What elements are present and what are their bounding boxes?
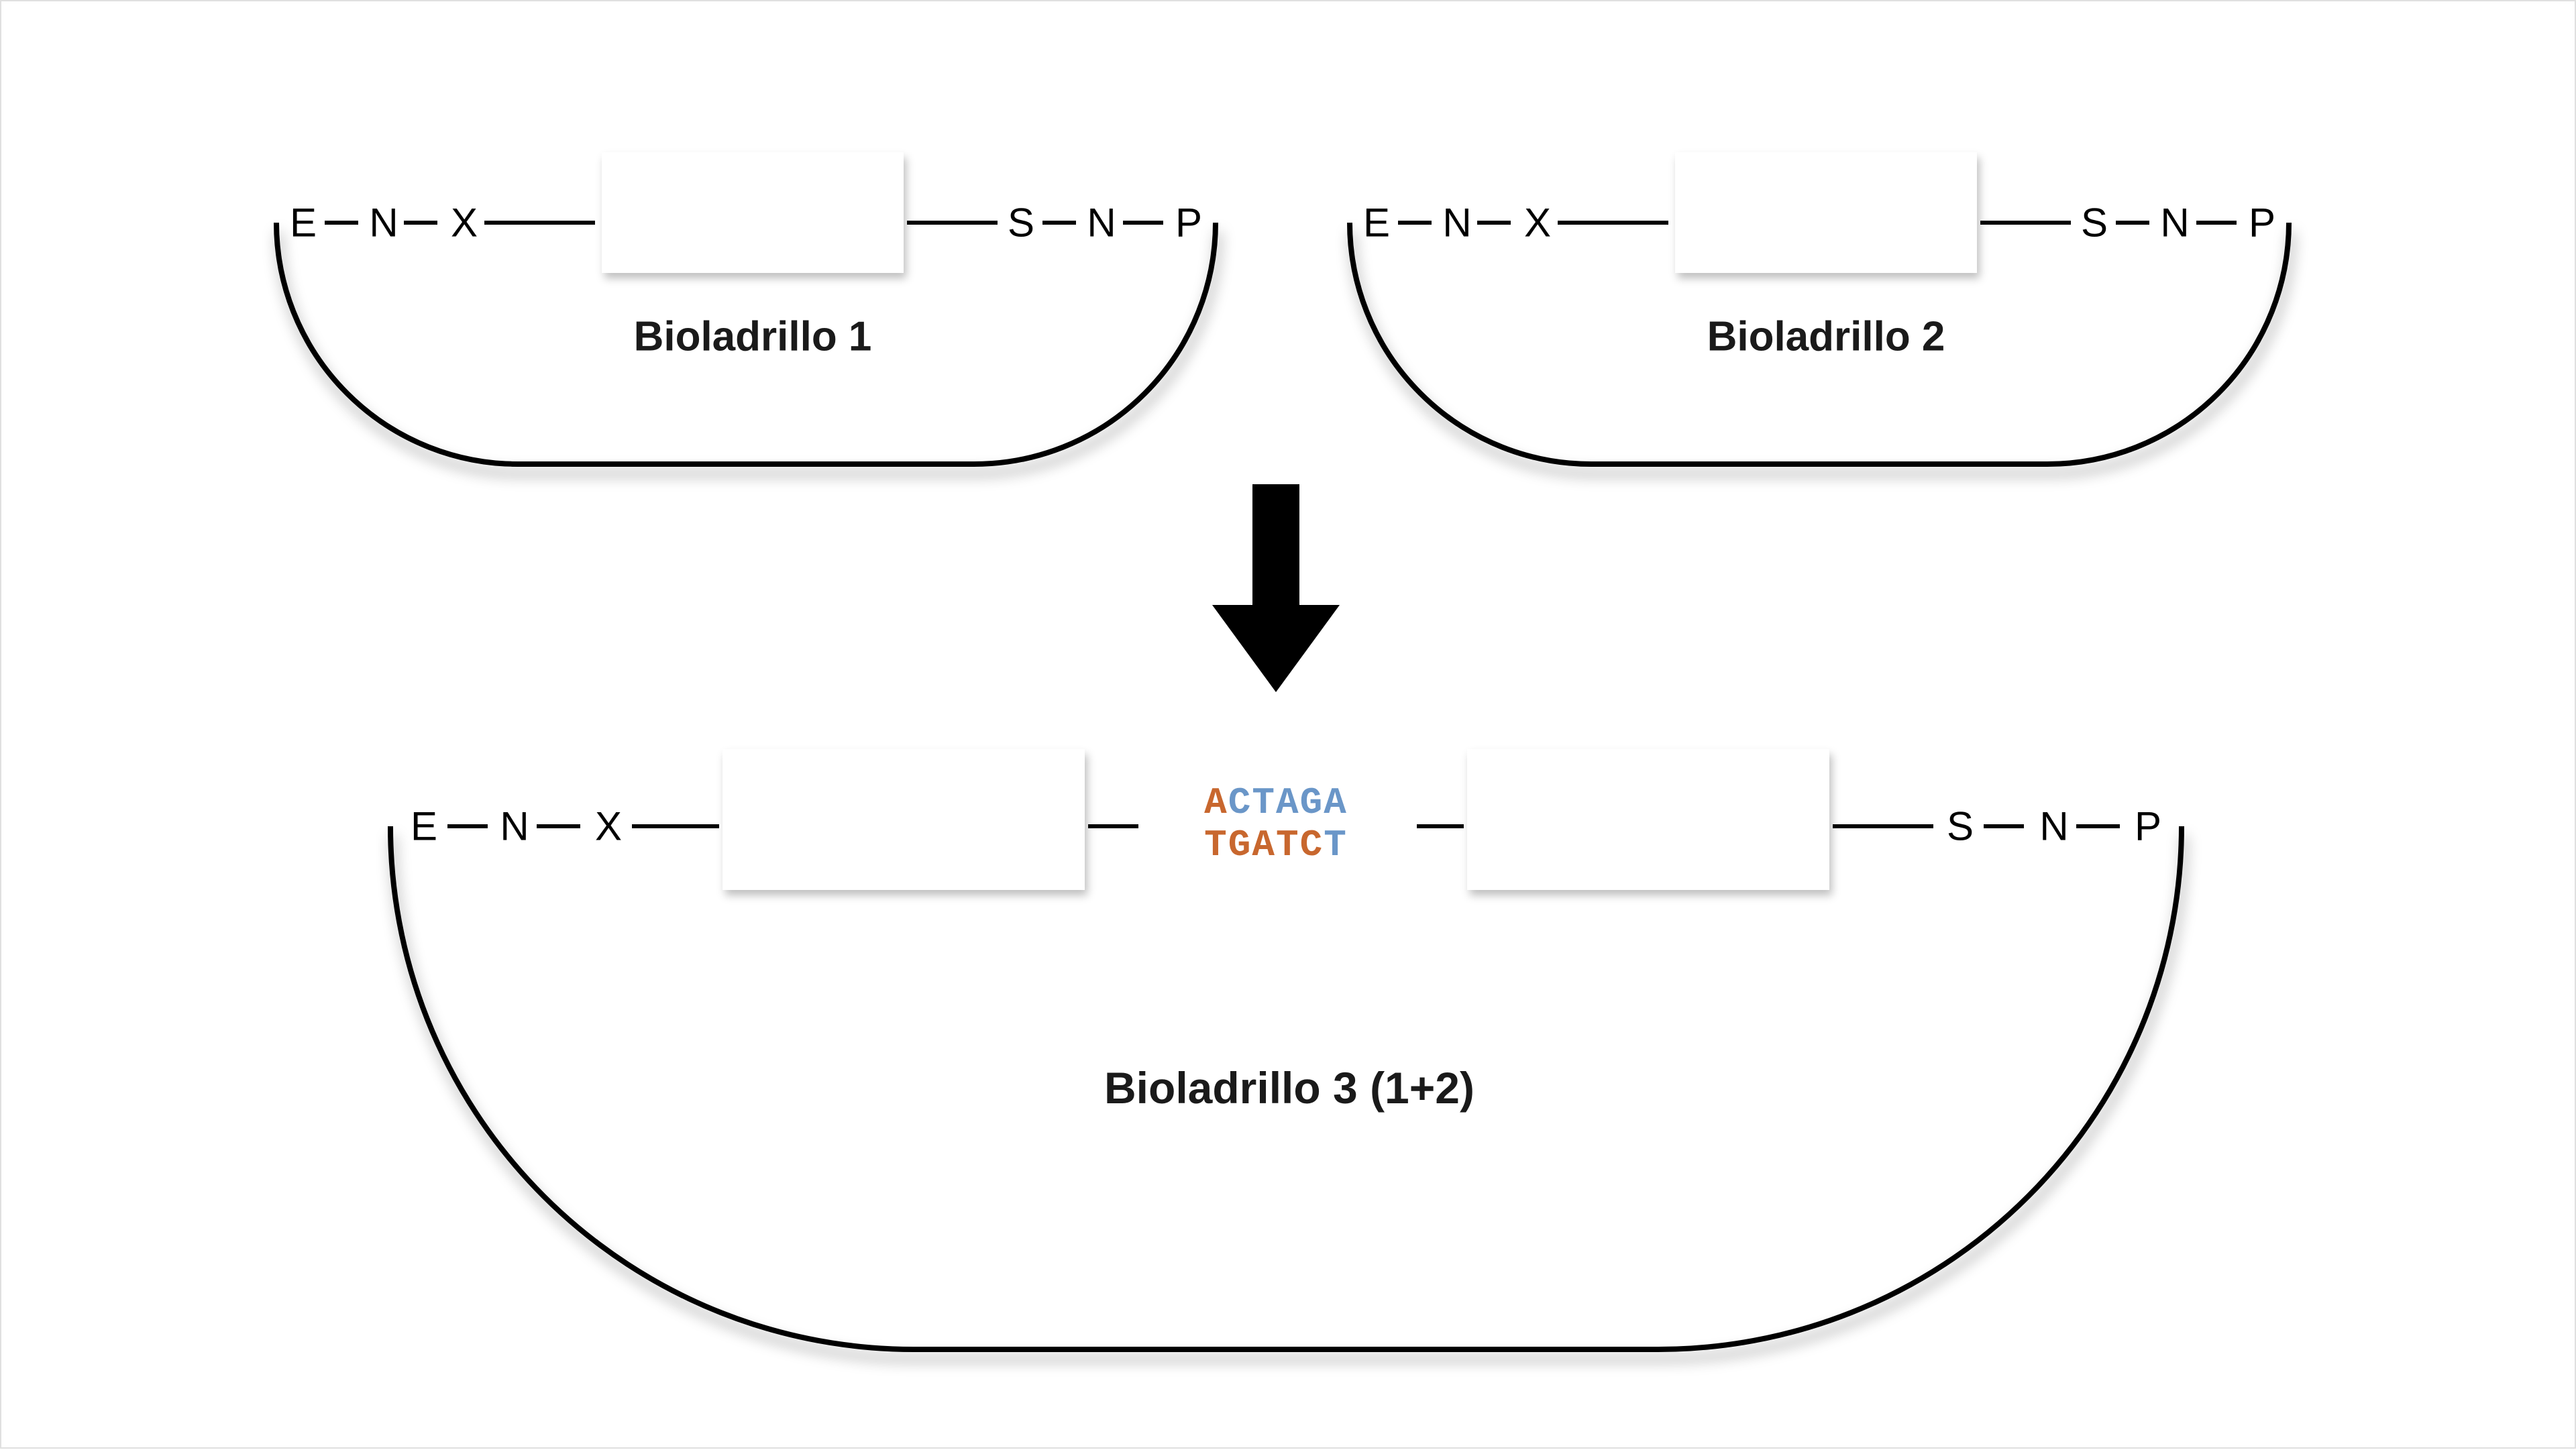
brick-stud <box>1577 749 1632 786</box>
seq-base: G <box>1228 824 1252 867</box>
biobrick-3a-orange <box>722 749 1085 890</box>
brick-stud <box>1490 749 1545 786</box>
seq-base: T <box>1324 824 1348 867</box>
connector-dash <box>1984 824 2024 828</box>
brick-stud <box>920 749 975 786</box>
connector-dash <box>1833 824 1933 828</box>
restriction-site-label: S <box>1947 803 1974 850</box>
seq-base: A <box>1204 781 1228 824</box>
seq-base: A <box>1324 781 1348 824</box>
seq-base: T <box>1276 824 1300 867</box>
seq-base: G <box>1300 781 1324 824</box>
seq-base: A <box>1252 824 1276 867</box>
seq-base: A <box>1276 781 1300 824</box>
seq-base: C <box>1300 824 1324 867</box>
diagram-canvas: ENXSNPBioladrillo 1ENXSNPBioladrillo 2EN… <box>0 0 2576 1449</box>
seq-base: C <box>1228 781 1252 824</box>
restriction-site-label: E <box>411 803 437 850</box>
connector-dash <box>2076 824 2120 828</box>
brick-stud <box>833 749 888 786</box>
scar-sequence: ACTAGA <box>1204 781 1348 824</box>
plasmid-arc <box>1 1 2576 1450</box>
brick-stud <box>1752 749 1807 786</box>
scar-sequence: TGATCT <box>1204 824 1348 867</box>
restriction-site-label: X <box>595 803 622 850</box>
brick-stud <box>1007 749 1062 786</box>
restriction-site-label: P <box>2135 803 2161 850</box>
connector-dash <box>537 824 580 828</box>
brick-stud <box>1664 749 1719 786</box>
seq-base: T <box>1204 824 1228 867</box>
connector-dash <box>1088 824 1138 828</box>
plasmid-label: Bioladrillo 3 (1+2) <box>1104 1062 1474 1113</box>
seq-base: T <box>1252 781 1276 824</box>
restriction-site-label: N <box>500 803 529 850</box>
connector-dash <box>632 824 719 828</box>
connector-dash <box>447 824 488 828</box>
brick-stud <box>745 749 800 786</box>
connector-dash <box>1417 824 1464 828</box>
biobrick-3b-blue <box>1467 749 1829 890</box>
restriction-site-label: N <box>2039 803 2068 850</box>
